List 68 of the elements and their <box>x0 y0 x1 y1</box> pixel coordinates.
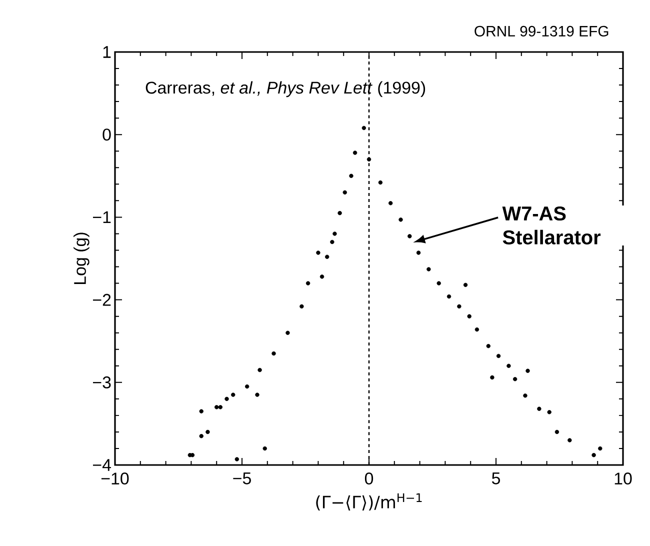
point <box>446 294 452 299</box>
text: ORNL 99-1319 EFG <box>474 26 608 36</box>
point <box>262 446 267 451</box>
y-tick-label: 0 <box>102 128 111 141</box>
y-tick-label: −1 <box>93 211 111 224</box>
point <box>258 368 262 372</box>
point <box>467 314 472 318</box>
point <box>416 250 421 255</box>
point <box>426 267 431 272</box>
point <box>598 446 602 451</box>
point <box>330 240 334 244</box>
annotation: Carreras, et al., Phys Rev Lett (1999) <box>146 81 426 98</box>
point <box>306 281 310 286</box>
point <box>199 409 204 414</box>
point <box>342 190 347 195</box>
point <box>366 157 372 162</box>
point <box>324 254 330 259</box>
x-tick-label: −10 <box>101 472 129 485</box>
point <box>332 232 337 236</box>
point <box>398 218 403 222</box>
point <box>349 174 354 178</box>
point <box>436 281 441 286</box>
point <box>218 405 223 410</box>
point <box>388 201 393 206</box>
y-tick-label: −3 <box>93 376 111 388</box>
point <box>300 304 304 309</box>
point <box>592 452 596 458</box>
point <box>224 396 229 402</box>
point <box>568 438 572 442</box>
x-tick-label: 10 <box>614 472 632 485</box>
point <box>512 376 518 382</box>
point <box>338 210 342 216</box>
point <box>463 282 468 288</box>
point <box>214 405 219 410</box>
point <box>206 430 210 434</box>
x-tick-label: 0 <box>364 472 374 485</box>
point <box>255 392 260 397</box>
point <box>286 330 290 335</box>
point <box>234 457 240 462</box>
x-tick-label: −5 <box>233 472 251 484</box>
point <box>408 234 412 238</box>
point <box>486 344 490 348</box>
y-tick-label: −4 <box>93 459 111 471</box>
point <box>523 394 528 398</box>
point <box>506 364 511 368</box>
point <box>526 368 530 373</box>
y-tick-label: 1 <box>103 46 111 58</box>
x-axis-title: (Γ−⟨Γ⟩)/m$^{H−1}$ <box>316 493 422 510</box>
point <box>457 304 462 309</box>
point <box>474 327 480 332</box>
point <box>490 375 494 380</box>
point <box>547 410 552 414</box>
y-axis-title: Log (g) <box>74 232 90 284</box>
point <box>362 126 366 130</box>
x-tick-label: 5 <box>492 472 500 484</box>
point <box>496 354 501 358</box>
y-tick-label: −2 <box>93 294 111 306</box>
point <box>231 392 236 397</box>
point <box>272 351 276 356</box>
point <box>352 150 358 155</box>
point <box>244 384 250 389</box>
point <box>537 406 542 411</box>
point <box>320 274 324 279</box>
point <box>378 180 383 185</box>
point <box>554 430 560 434</box>
point <box>316 250 320 255</box>
annotation: W7-AS Stellarator <box>502 206 601 244</box>
point <box>199 434 204 438</box>
